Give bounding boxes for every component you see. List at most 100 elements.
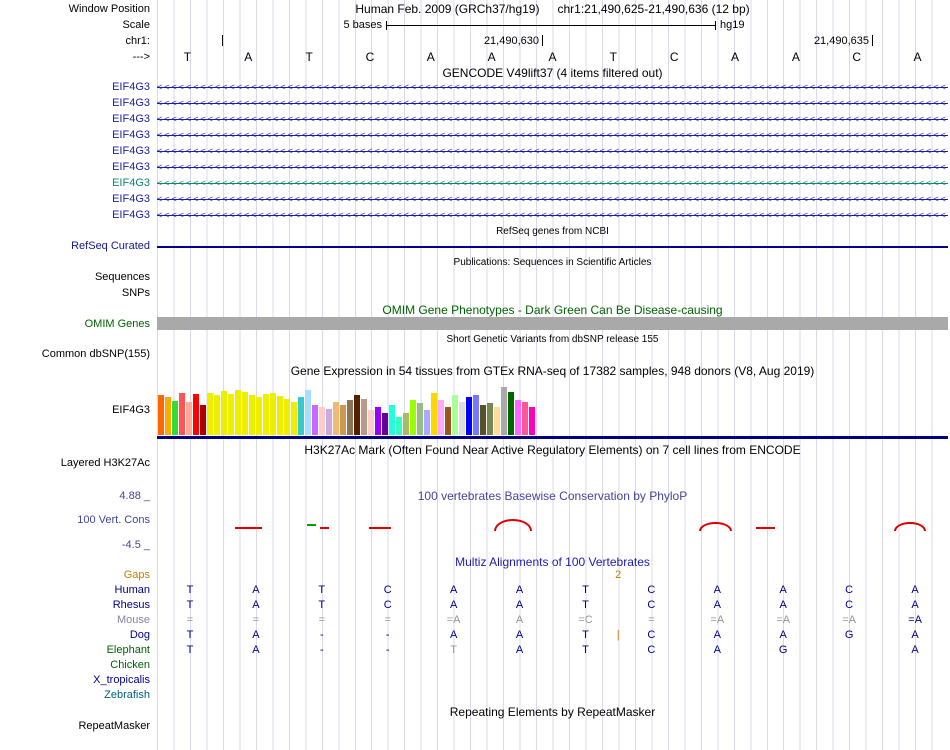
- publications-track-title[interactable]: Publications: Sequences in Scientific Ar…: [453, 257, 652, 268]
- dbsnp-track-title[interactable]: Short Genetic Variants from dbSNP releas…: [446, 334, 659, 345]
- gtex-tissue-bar[interactable]: [186, 402, 192, 435]
- species-label[interactable]: Dog: [129, 629, 150, 641]
- gtex-tissue-bar[interactable]: [319, 407, 325, 435]
- gtex-tissue-bar[interactable]: [403, 413, 409, 435]
- h3k27ac-track-label[interactable]: Layered H3K27Ac: [60, 457, 150, 469]
- gtex-track-title[interactable]: Gene Expression in 54 tissues from GTEx …: [290, 364, 815, 378]
- gtex-tissue-bar[interactable]: [277, 396, 283, 435]
- gene-track-row[interactable]: <<<<<<<<<<<<<<<<<<<<<<<<<<<<<<<<<<<<<<<<…: [157, 81, 948, 94]
- gtex-tissue-bar[interactable]: [375, 407, 381, 435]
- gtex-tissue-bar[interactable]: [459, 402, 465, 435]
- gtex-tissue-bar[interactable]: [368, 410, 374, 435]
- gtex-tissue-bar[interactable]: [235, 390, 241, 435]
- gtex-tissue-bar[interactable]: [179, 393, 185, 435]
- omim-gene-bar[interactable]: [157, 317, 948, 330]
- gene-track-row[interactable]: <<<<<<<<<<<<<<<<<<<<<<<<<<<<<<<<<<<<<<<<…: [157, 193, 948, 206]
- gtex-tissue-bar[interactable]: [221, 391, 227, 435]
- gtex-tissue-bar[interactable]: [305, 390, 311, 435]
- gtex-tissue-bar[interactable]: [340, 405, 346, 435]
- gtex-tissue-bar[interactable]: [473, 395, 479, 435]
- gtex-gene-label[interactable]: EIF4G3: [112, 404, 150, 416]
- gtex-tissue-bar[interactable]: [410, 400, 416, 435]
- refseq-track-label[interactable]: RefSeq Curated: [71, 240, 150, 252]
- gtex-tissue-bar[interactable]: [389, 405, 395, 435]
- gtex-tissue-bar[interactable]: [347, 400, 353, 435]
- gtex-tissue-bar[interactable]: [515, 400, 521, 435]
- gene-label[interactable]: EIF4G3: [112, 81, 150, 93]
- gtex-tissue-bar[interactable]: [242, 392, 248, 435]
- gene-track-row[interactable]: <<<<<<<<<<<<<<<<<<<<<<<<<<<<<<<<<<<<<<<<…: [157, 97, 948, 110]
- dbsnp-track-label[interactable]: Common dbSNP(155): [41, 348, 150, 360]
- gene-label[interactable]: EIF4G3: [112, 97, 150, 109]
- gtex-tissue-bar[interactable]: [298, 397, 304, 435]
- gene-label[interactable]: EIF4G3: [112, 145, 150, 157]
- gtex-tissue-bar[interactable]: [424, 410, 430, 435]
- gencode-track-title[interactable]: GENCODE V49lift37 (4 items filtered out): [442, 66, 663, 80]
- gene-track-row[interactable]: <<<<<<<<<<<<<<<<<<<<<<<<<<<<<<<<<<<<<<<<…: [157, 177, 948, 190]
- gtex-tissue-bar[interactable]: [361, 399, 367, 435]
- gtex-tissue-bar[interactable]: [431, 393, 437, 435]
- gtex-tissue-bar[interactable]: [487, 403, 493, 435]
- gene-label[interactable]: EIF4G3: [112, 209, 150, 221]
- snps-track-label[interactable]: SNPs: [121, 287, 150, 299]
- gtex-tissue-bar[interactable]: [291, 402, 297, 435]
- gene-track-row[interactable]: <<<<<<<<<<<<<<<<<<<<<<<<<<<<<<<<<<<<<<<<…: [157, 113, 948, 126]
- gtex-tissue-bar[interactable]: [508, 392, 514, 435]
- gtex-tissue-bar[interactable]: [354, 395, 360, 435]
- gtex-tissue-bar[interactable]: [445, 407, 451, 435]
- gtex-tissue-bar[interactable]: [284, 399, 290, 435]
- gtex-tissue-bar[interactable]: [207, 393, 213, 435]
- gtex-tissue-bar[interactable]: [249, 395, 255, 435]
- gtex-tissue-bar[interactable]: [200, 405, 206, 435]
- gtex-tissue-bar[interactable]: [172, 401, 178, 435]
- gene-track-row[interactable]: <<<<<<<<<<<<<<<<<<<<<<<<<<<<<<<<<<<<<<<<…: [157, 145, 948, 158]
- gtex-tissue-bar[interactable]: [396, 417, 402, 435]
- gtex-tissue-bar[interactable]: [270, 393, 276, 435]
- gtex-tissue-bar[interactable]: [529, 407, 535, 435]
- sequences-track-label[interactable]: Sequences: [94, 271, 150, 283]
- gtex-tissue-bar[interactable]: [193, 394, 199, 435]
- species-label[interactable]: Rhesus: [112, 599, 150, 611]
- omim-track-title[interactable]: OMIM Gene Phenotypes - Dark Green Can Be…: [382, 303, 723, 317]
- gene-label[interactable]: EIF4G3: [112, 161, 150, 173]
- multiz-gaps-label[interactable]: Gaps: [123, 569, 150, 581]
- gene-track-row[interactable]: <<<<<<<<<<<<<<<<<<<<<<<<<<<<<<<<<<<<<<<<…: [157, 209, 948, 222]
- gene-label[interactable]: EIF4G3: [112, 177, 150, 189]
- gtex-tissue-bar[interactable]: [522, 402, 528, 435]
- gtex-tissue-bar[interactable]: [214, 395, 220, 435]
- phylop-track-title[interactable]: 100 vertebrates Basewise Conservation by…: [417, 489, 688, 503]
- refseq-gene-line[interactable]: [157, 246, 948, 248]
- gtex-tissue-bar[interactable]: [312, 405, 318, 435]
- species-label[interactable]: Elephant: [106, 644, 150, 656]
- gene-label[interactable]: EIF4G3: [112, 129, 150, 141]
- species-label[interactable]: Human: [114, 584, 150, 596]
- gtex-gene-model-line[interactable]: [157, 436, 948, 439]
- species-label[interactable]: Zebrafish: [104, 689, 150, 701]
- gtex-tissue-bar[interactable]: [228, 394, 234, 435]
- gtex-tissue-bar[interactable]: [494, 407, 500, 435]
- gtex-tissue-bar[interactable]: [501, 387, 507, 435]
- gtex-tissue-bar[interactable]: [480, 405, 486, 435]
- species-label[interactable]: Mouse: [116, 614, 150, 626]
- h3k27ac-track-title[interactable]: H3K27Ac Mark (Often Found Near Active Re…: [304, 443, 801, 457]
- species-label[interactable]: Chicken: [110, 659, 150, 671]
- gene-label[interactable]: EIF4G3: [112, 113, 150, 125]
- gene-label[interactable]: EIF4G3: [112, 193, 150, 205]
- repeatmasker-track-title[interactable]: Repeating Elements by RepeatMasker: [449, 705, 656, 719]
- track-image-area[interactable]: Human Feb. 2009 (GRCh37/hg19) chr1:21,49…: [157, 0, 948, 750]
- gtex-tissue-bar[interactable]: [256, 397, 262, 435]
- species-label[interactable]: X_tropicalis: [93, 674, 150, 686]
- gene-track-row[interactable]: <<<<<<<<<<<<<<<<<<<<<<<<<<<<<<<<<<<<<<<<…: [157, 161, 948, 174]
- gtex-tissue-bar[interactable]: [326, 409, 332, 435]
- gtex-tissue-bar[interactable]: [333, 402, 339, 435]
- gtex-tissue-bar[interactable]: [438, 400, 444, 435]
- gtex-tissue-bar[interactable]: [466, 397, 472, 435]
- gtex-expression-barchart[interactable]: [158, 385, 535, 435]
- gene-track-row[interactable]: <<<<<<<<<<<<<<<<<<<<<<<<<<<<<<<<<<<<<<<<…: [157, 129, 948, 142]
- gtex-tissue-bar[interactable]: [158, 395, 164, 435]
- repeatmasker-track-label[interactable]: RepeatMasker: [78, 720, 150, 732]
- refseq-track-title[interactable]: RefSeq genes from NCBI: [496, 226, 609, 237]
- gtex-tissue-bar[interactable]: [263, 394, 269, 435]
- gtex-tissue-bar[interactable]: [165, 397, 171, 435]
- gtex-tissue-bar[interactable]: [382, 413, 388, 435]
